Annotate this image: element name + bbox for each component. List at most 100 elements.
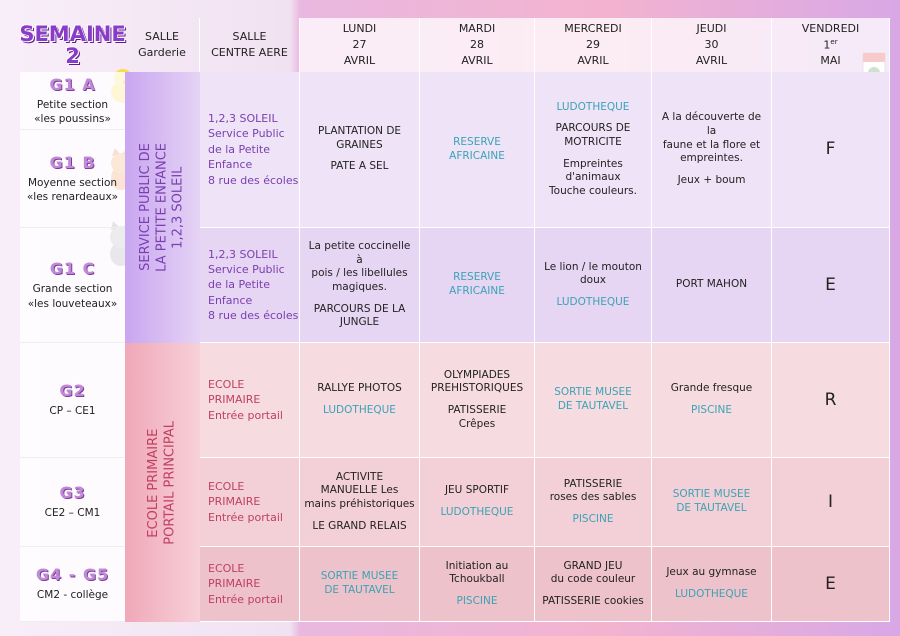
location-line: 1,2,3 SOLEIL bbox=[208, 112, 278, 126]
group-desc: CM2 - collège bbox=[37, 588, 108, 602]
activity-line: I bbox=[827, 491, 833, 512]
group-code: G1 B bbox=[49, 152, 96, 172]
group-line: Petite section bbox=[36, 98, 109, 111]
activity-line: d'animaux bbox=[565, 171, 621, 184]
activity-line: du code couleur bbox=[550, 573, 636, 586]
day-name: JEUDI bbox=[696, 22, 727, 36]
activity-line: AFRICAINE bbox=[449, 285, 505, 297]
group-code: G4 - G5 bbox=[35, 565, 110, 585]
group-line: «les louveteaux» bbox=[27, 297, 118, 310]
activity: JEU SPORTIF bbox=[445, 484, 509, 498]
day-name: LUNDI bbox=[342, 22, 377, 36]
activity-cell: SORTIE MUSEE DE TAUTAVEL bbox=[535, 343, 652, 458]
group-desc: CE2 – CM1 bbox=[45, 506, 101, 520]
section-line: PORTAIL PRINCIPAL bbox=[162, 420, 178, 545]
activity-cell: PORT MAHON bbox=[652, 228, 772, 343]
activity-line: La petite coccinelle à bbox=[308, 240, 411, 266]
activity-line: Empreintes bbox=[563, 157, 623, 170]
group-label: G1 A Petite section «les poussins» bbox=[20, 72, 125, 130]
activity-line: Touche couleurs. bbox=[549, 184, 637, 197]
section-text: SERVICE PUBLIC DE LA PETITE ENFANCE 1,2,3 … bbox=[138, 143, 187, 272]
group-label: G3 CE2 – CM1 bbox=[20, 458, 125, 547]
activity-line: F bbox=[825, 139, 836, 160]
group-label: G2 CP – CE1 bbox=[20, 343, 125, 458]
activity: E bbox=[825, 274, 836, 296]
day-month: AVRIL bbox=[461, 53, 493, 67]
activity-cell: ACTIVITE MANUELLE Les mains préhistoriques… bbox=[300, 458, 420, 547]
activity-line: E bbox=[825, 573, 836, 594]
activity: PISCINE bbox=[691, 404, 732, 418]
activity-cell: Jeux au gymnase LUDOTHEQUE bbox=[652, 547, 772, 622]
activity-cell: E bbox=[772, 228, 890, 343]
group-label: G1 C Grande section «les louveteaux» bbox=[20, 228, 125, 343]
activity-line: PISCINE bbox=[572, 512, 614, 525]
activity: LUDOTHEQUE bbox=[323, 404, 396, 418]
day-name: VENDREDI bbox=[801, 21, 860, 35]
location-line: Entrée portail bbox=[208, 408, 283, 422]
activity-line: E bbox=[825, 274, 836, 295]
activity-line: PARCOURS DE LA bbox=[313, 302, 406, 315]
activity-line: pois / les libellules bbox=[311, 267, 408, 280]
activity: PARCOURS DE MOTRICITE bbox=[556, 122, 631, 149]
activity-line: GRAINES bbox=[336, 138, 383, 151]
garderie-header: SALLE Garderie bbox=[125, 18, 200, 72]
group-line: Grande section bbox=[32, 283, 113, 296]
activity: PATE A SEL bbox=[330, 160, 388, 174]
activity-cell: Le lion / le mouton doux LUDOTHEQUE bbox=[535, 228, 652, 343]
activity: Jeux au gymnase bbox=[666, 566, 756, 580]
activity-cell: GRAND JEU du code couleur PATISSERIE cooki… bbox=[535, 547, 652, 622]
activity-line: GRAND JEU bbox=[563, 559, 623, 572]
group-desc: CP – CE1 bbox=[49, 404, 95, 418]
header-line: SALLE bbox=[145, 30, 179, 44]
day-name: MARDI bbox=[458, 22, 496, 36]
activity: PISCINE bbox=[456, 595, 497, 609]
header-line: Garderie bbox=[138, 46, 186, 59]
activity-cell: RESERVE AFRICAINE bbox=[420, 228, 535, 343]
day-date: 27 bbox=[352, 38, 367, 52]
activity-line: PISCINE bbox=[690, 404, 732, 416]
group-code: G2 bbox=[59, 381, 86, 401]
location-line: 1,2,3 SOLEIL bbox=[208, 247, 278, 261]
location-line: de la Petite bbox=[208, 278, 270, 292]
group-line: CP – CE1 bbox=[49, 405, 96, 418]
activity: RESERVE AFRICAINE bbox=[449, 136, 505, 163]
day-name: MERCREDI bbox=[564, 22, 622, 36]
title-line: SEMAINE bbox=[19, 21, 126, 46]
activity: Empreintes d'animaux Touche couleurs. bbox=[549, 158, 637, 199]
day-header: MERCREDI 29 AVRIL bbox=[535, 18, 652, 72]
activity: LUDOTHEQUE bbox=[441, 506, 514, 520]
activity-line: JUNGLE bbox=[339, 316, 380, 329]
activity-cell: A la découverte de la faune et la flore e… bbox=[652, 72, 772, 228]
day-header: MARDI 28 AVRIL bbox=[420, 18, 535, 72]
location: 1,2,3 SOLEIL Service Public de la Petite En… bbox=[200, 228, 300, 343]
activity-line: LUDOTHEQUE bbox=[440, 506, 514, 518]
activity-line: Initiation au bbox=[445, 559, 509, 572]
location-line: 8 rue des écoles bbox=[208, 309, 299, 323]
day-month: AVRIL bbox=[695, 53, 728, 67]
activity-line: JEU SPORTIF bbox=[444, 484, 510, 497]
header-line: SALLE bbox=[232, 30, 267, 44]
activity-line: PISCINE bbox=[456, 594, 498, 607]
activity: LUDOTHEQUE bbox=[557, 296, 630, 310]
activity: PORT MAHON bbox=[676, 278, 747, 292]
activity-line: mains préhistoriques bbox=[304, 498, 415, 510]
activity-line: LUDOTHEQUE bbox=[323, 404, 396, 416]
group-desc: Petite section «les poussins» bbox=[34, 98, 111, 126]
activity-line: AFRICAINE bbox=[449, 149, 505, 162]
day-header: LUNDI 27 AVRIL bbox=[300, 18, 420, 72]
activity-line: LUDOTHEQUE bbox=[556, 100, 630, 113]
activity-line: RALLYE PHOTOS bbox=[317, 382, 402, 395]
activity: PATISSERIE roses des sables bbox=[550, 478, 637, 505]
location: ECOLE PRIMAIRE Entrée portail bbox=[200, 458, 300, 547]
activity: PARCOURS DE LA JUNGLE bbox=[314, 303, 406, 330]
group-line: «les renardeaux» bbox=[26, 191, 119, 203]
activity-cell: SORTIE MUSEE DE TAUTAVEL bbox=[652, 458, 772, 547]
activity-line: LUDOTHEQUE bbox=[675, 588, 748, 600]
activity: RALLYE PHOTOS bbox=[317, 382, 402, 396]
activity-line: PREHISTORIQUES bbox=[430, 382, 524, 395]
group-desc: Grande section «les louveteaux» bbox=[28, 282, 118, 310]
activity: SORTIE MUSEE DE TAUTAVEL bbox=[321, 570, 399, 597]
location-line: 8 rue des écoles bbox=[208, 173, 299, 187]
section-line: 1,2,3 SOLEIL bbox=[170, 166, 186, 249]
